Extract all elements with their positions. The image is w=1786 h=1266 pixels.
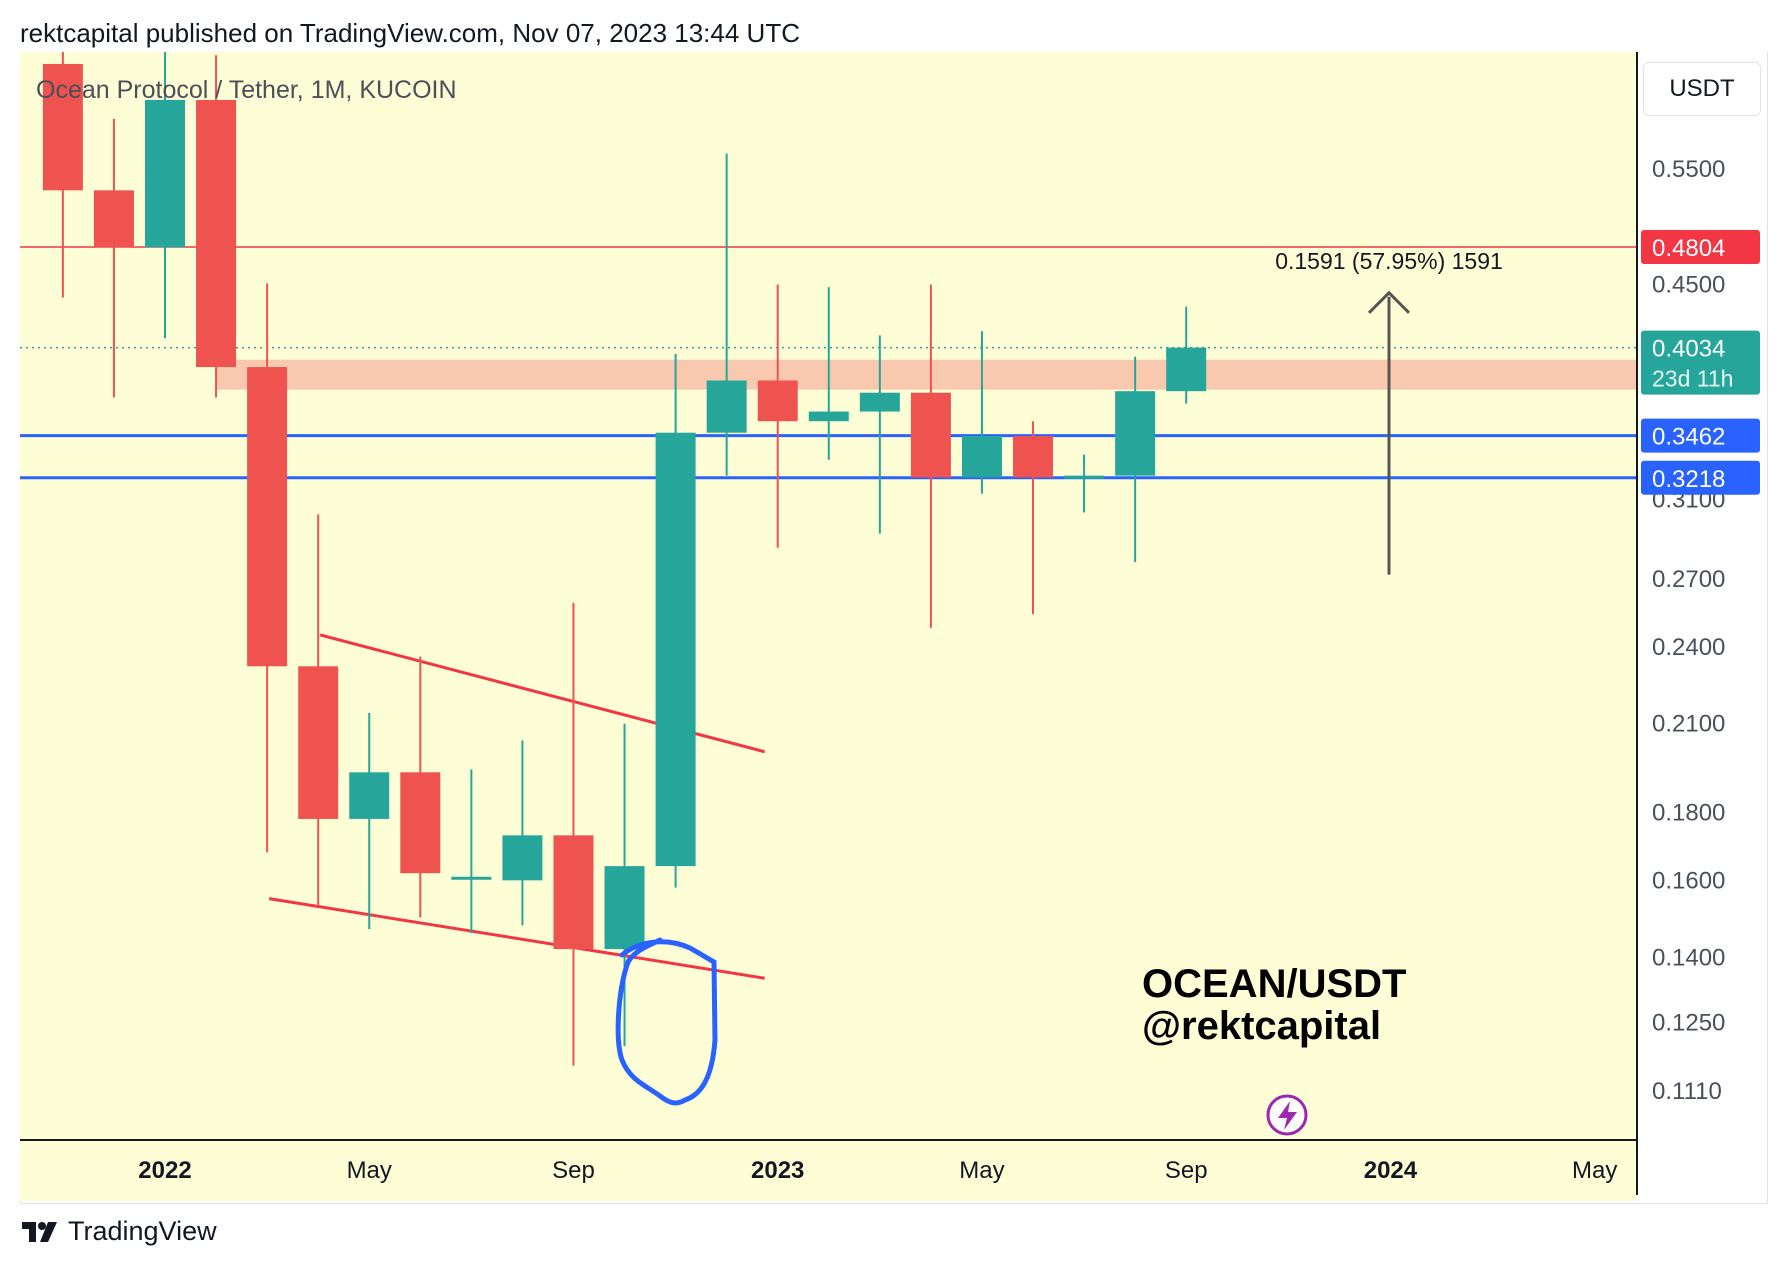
y-tick-label: 0.2700 — [1652, 566, 1725, 593]
candle[interactable] — [553, 602, 594, 1066]
candle-body — [757, 380, 798, 422]
y-tick-label: 0.2400 — [1652, 634, 1725, 661]
candle-body — [247, 367, 288, 667]
x-tick-label: May — [1572, 1157, 1617, 1184]
candle[interactable] — [298, 514, 339, 907]
candle[interactable] — [655, 353, 696, 888]
candle[interactable] — [400, 656, 441, 918]
watermark: OCEAN/USDT @rektcapital — [1142, 963, 1406, 1047]
symbol-title[interactable]: Ocean Protocol / Tether, 1M, KUCOIN — [36, 76, 457, 104]
candle[interactable] — [604, 723, 645, 1047]
candle[interactable] — [196, 55, 237, 398]
tradingview-logo-text: TradingView — [68, 1216, 217, 1246]
watermark-author: @rektcapital — [1142, 1004, 1382, 1048]
candle-body — [349, 772, 390, 819]
candle[interactable] — [1115, 356, 1156, 563]
candle-body — [808, 411, 849, 422]
trendline-upper[interactable] — [319, 633, 766, 754]
price-tag-text: 0.4804 — [1652, 235, 1725, 262]
y-tick-label: 0.1600 — [1652, 867, 1725, 894]
candle-body — [451, 876, 492, 880]
candle[interactable] — [1064, 454, 1105, 513]
candle[interactable] — [910, 284, 951, 628]
y-tick-label: 0.2100 — [1652, 711, 1725, 738]
y-tick-label: 0.1110 — [1652, 1078, 1722, 1105]
time-axis[interactable] — [20, 1141, 1637, 1201]
candle[interactable] — [93, 118, 134, 398]
y-tick-label: 0.1800 — [1652, 799, 1725, 826]
lightning-icon[interactable] — [1266, 1094, 1308, 1136]
candle[interactable] — [247, 283, 288, 853]
candle-body — [1166, 347, 1207, 392]
candle-body — [400, 772, 441, 874]
measure-label: 0.1591 (57.95%) 1591 — [1275, 248, 1503, 274]
y-tick-label: 0.1250 — [1652, 1010, 1725, 1037]
candle-body — [298, 666, 339, 819]
y-tick-label: 0.1400 — [1652, 944, 1725, 971]
price-tag-text: 0.3462 — [1652, 424, 1725, 451]
candle-body — [1013, 436, 1054, 478]
x-tick-label: 2024 — [1364, 1157, 1418, 1184]
candle-body — [910, 392, 951, 478]
candle[interactable] — [42, 30, 83, 298]
plot-area[interactable] — [20, 52, 1637, 1140]
candle[interactable] — [808, 287, 849, 460]
candle-body — [1115, 391, 1156, 476]
candle-body — [604, 866, 645, 950]
candle[interactable] — [145, 30, 185, 339]
candle-body — [145, 99, 185, 248]
watermark-pair: OCEAN/USDT — [1142, 962, 1407, 1006]
candle[interactable] — [961, 331, 1002, 494]
candle-body — [196, 99, 237, 368]
candle-body — [961, 436, 1002, 478]
candle[interactable] — [859, 335, 900, 534]
tradingview-logo-icon — [22, 1221, 57, 1242]
x-tick-label: May — [347, 1157, 392, 1184]
candle-body — [859, 392, 900, 412]
x-tick-label: Sep — [1165, 1157, 1208, 1184]
candle-body — [93, 190, 134, 248]
candle-body — [42, 63, 83, 191]
x-tick-label: 2023 — [751, 1157, 804, 1184]
price-tag-0.3218[interactable]: 0.3218 — [1641, 460, 1760, 495]
candle[interactable] — [1013, 421, 1054, 615]
candle-body — [1064, 475, 1105, 479]
price-tag-text: 0.3218 — [1652, 466, 1725, 493]
candle-body — [655, 432, 696, 867]
price-tag-0.3462[interactable]: 0.3462 — [1641, 418, 1760, 453]
trendline-lower[interactable] — [268, 897, 765, 980]
x-tick-label: Sep — [552, 1157, 595, 1184]
currency-selector[interactable]: USDT — [1643, 62, 1761, 116]
candle[interactable] — [349, 712, 390, 930]
candle-body — [553, 835, 594, 950]
countdown-text: 23d 11h — [1652, 366, 1733, 392]
highlight-circle — [615, 937, 718, 1106]
candle[interactable] — [757, 284, 798, 548]
candle[interactable] — [706, 153, 747, 476]
tradingview-logo[interactable]: TradingView — [20, 1216, 217, 1247]
y-tick-label: 0.5500 — [1652, 156, 1725, 183]
candle[interactable] — [1166, 306, 1207, 404]
price-tag-0.4034[interactable]: 0.4034 23d 11h — [1641, 330, 1760, 395]
resistance-zone[interactable] — [216, 359, 1637, 390]
y-tick-label: 0.4500 — [1652, 272, 1725, 299]
candle-body — [502, 835, 543, 881]
published-header: rektcapital published on TradingView.com… — [20, 18, 800, 48]
price-tag-0.4804[interactable]: 0.4804 — [1641, 229, 1760, 264]
x-tick-label: 2022 — [138, 1157, 191, 1184]
x-tick-label: May — [959, 1157, 1004, 1184]
measure-arrowhead — [1367, 290, 1411, 314]
candle[interactable] — [451, 769, 492, 934]
price-tag-text: 0.4034 — [1652, 336, 1725, 363]
candle-body — [706, 380, 747, 433]
candle[interactable] — [502, 740, 543, 926]
